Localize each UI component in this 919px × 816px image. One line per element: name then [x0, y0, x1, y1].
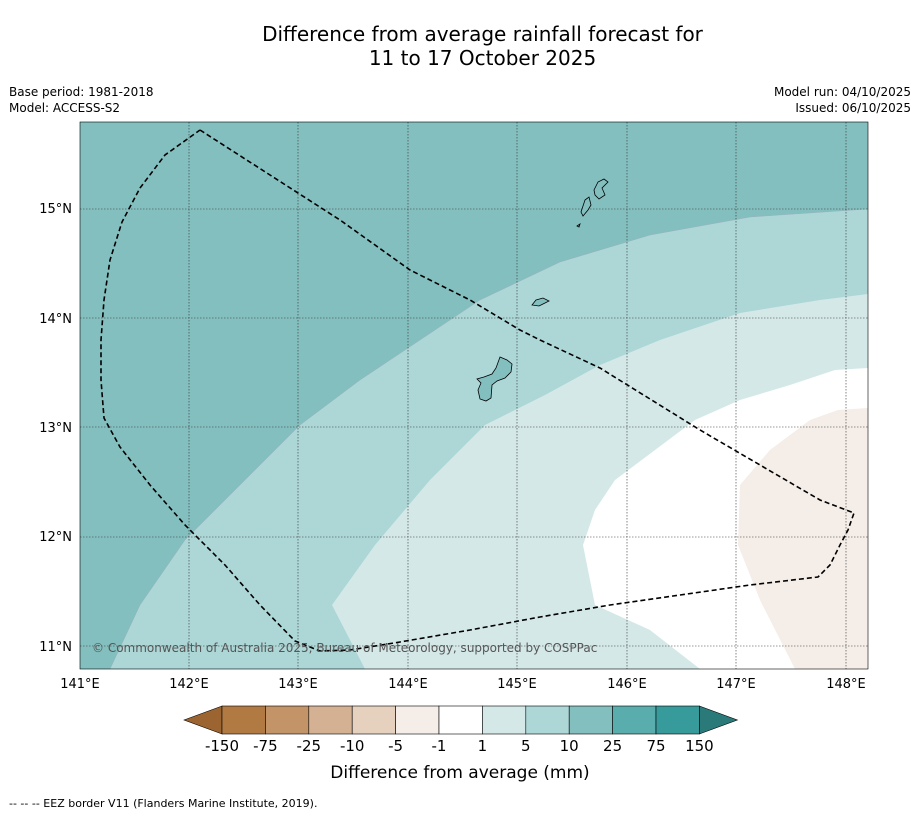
colorbar-tick-label: -25	[297, 737, 322, 755]
colorbar-segment	[655, 705, 700, 735]
colorbar-extend-low	[183, 705, 223, 735]
island-guam	[476, 356, 513, 402]
colorbar-tick-label: 5	[521, 737, 531, 755]
graticule	[80, 122, 868, 669]
lon-tick-label: 141°E	[60, 677, 100, 692]
colorbar-segment	[525, 705, 570, 735]
model-name: Model: ACCESS-S2	[9, 101, 121, 115]
colorbar-tick-label: -10	[340, 737, 365, 755]
band-minus5-minus1	[738, 408, 868, 669]
map-title: Difference from average rainfall forecas…	[0, 22, 919, 70]
lat-tick-label: 15°N	[39, 202, 72, 217]
lat-tick-label: 11°N	[39, 640, 72, 655]
colorbar-segment	[438, 705, 483, 735]
island-aguijan	[576, 223, 581, 228]
eez-footnote: -- -- -- EEZ border V11 (Flanders Marine…	[9, 797, 318, 810]
title-line-1: Difference from average rainfall forecas…	[262, 22, 703, 46]
lat-tick-label: 13°N	[39, 421, 72, 436]
colorbar-segment	[221, 705, 266, 735]
lon-tick-label: 142°E	[169, 677, 209, 692]
colorbar-segment	[612, 705, 657, 735]
island-tinian	[580, 196, 592, 217]
colorbar-tick-label: 10	[560, 737, 579, 755]
eez-border	[100, 129, 856, 652]
plot-frame	[79, 121, 869, 670]
base-period: Base period: 1981-2018	[9, 85, 154, 99]
lat-tick-label: 12°N	[39, 530, 72, 545]
meta-left: Base period: 1981-2018 Model: ACCESS-S2	[9, 84, 154, 116]
colorbar-segment	[308, 705, 353, 735]
lon-tick-label: 147°E	[716, 677, 756, 692]
lon-tick-group: 141°E 142°E 143°E 144°E 145°E 146°E 147°…	[60, 677, 866, 692]
lon-tick-label: 144°E	[388, 677, 428, 692]
colorbar-tick-label: -1	[432, 737, 447, 755]
lon-tick-label: 148°E	[826, 677, 866, 692]
colorbar-segment	[568, 705, 613, 735]
colorbar-extend-high	[699, 705, 739, 735]
lat-tick-label: 14°N	[39, 312, 72, 327]
copyright-credit: © Commonwealth of Australia 2025, Bureau…	[92, 641, 598, 655]
islands	[476, 178, 609, 402]
colorbar-segment	[395, 705, 440, 735]
model-run: Model run: 04/10/2025	[773, 85, 911, 99]
title-line-2: 11 to 17 October 2025	[368, 46, 597, 70]
lon-tick-label: 143°E	[278, 677, 318, 692]
island-rota	[531, 297, 550, 307]
colorbar-tick-label: 25	[603, 737, 622, 755]
lon-tick-label: 146°E	[607, 677, 647, 692]
colorbar-segment	[351, 705, 396, 735]
colorbar-tick-label: 75	[646, 737, 665, 755]
colorbar-tick-label: 1	[478, 737, 488, 755]
colorbar-tick-label: -5	[388, 737, 403, 755]
colorbar-tick-label: -150	[205, 737, 239, 755]
colorbar-tick-label: 150	[685, 737, 714, 755]
issued-date: Issued: 06/10/2025	[795, 101, 911, 115]
colorbar: -150 -75 -25 -10 -5 -1 1 5 10 25 75 150	[183, 705, 739, 755]
meta-right: Model run: 04/10/2025 Issued: 06/10/2025	[774, 84, 911, 116]
lat-tick-group: 15°N 14°N 13°N 12°N 11°N	[39, 202, 72, 655]
colorbar-title: Difference from average (mm)	[330, 763, 589, 783]
colorbar-tick-label: -75	[253, 737, 278, 755]
rainfall-contours	[80, 122, 868, 669]
colorbar-segment	[482, 705, 527, 735]
colorbar-segment	[265, 705, 310, 735]
island-saipan	[593, 178, 609, 200]
band-edge-line	[109, 208, 868, 669]
lon-tick-label: 145°E	[497, 677, 537, 692]
